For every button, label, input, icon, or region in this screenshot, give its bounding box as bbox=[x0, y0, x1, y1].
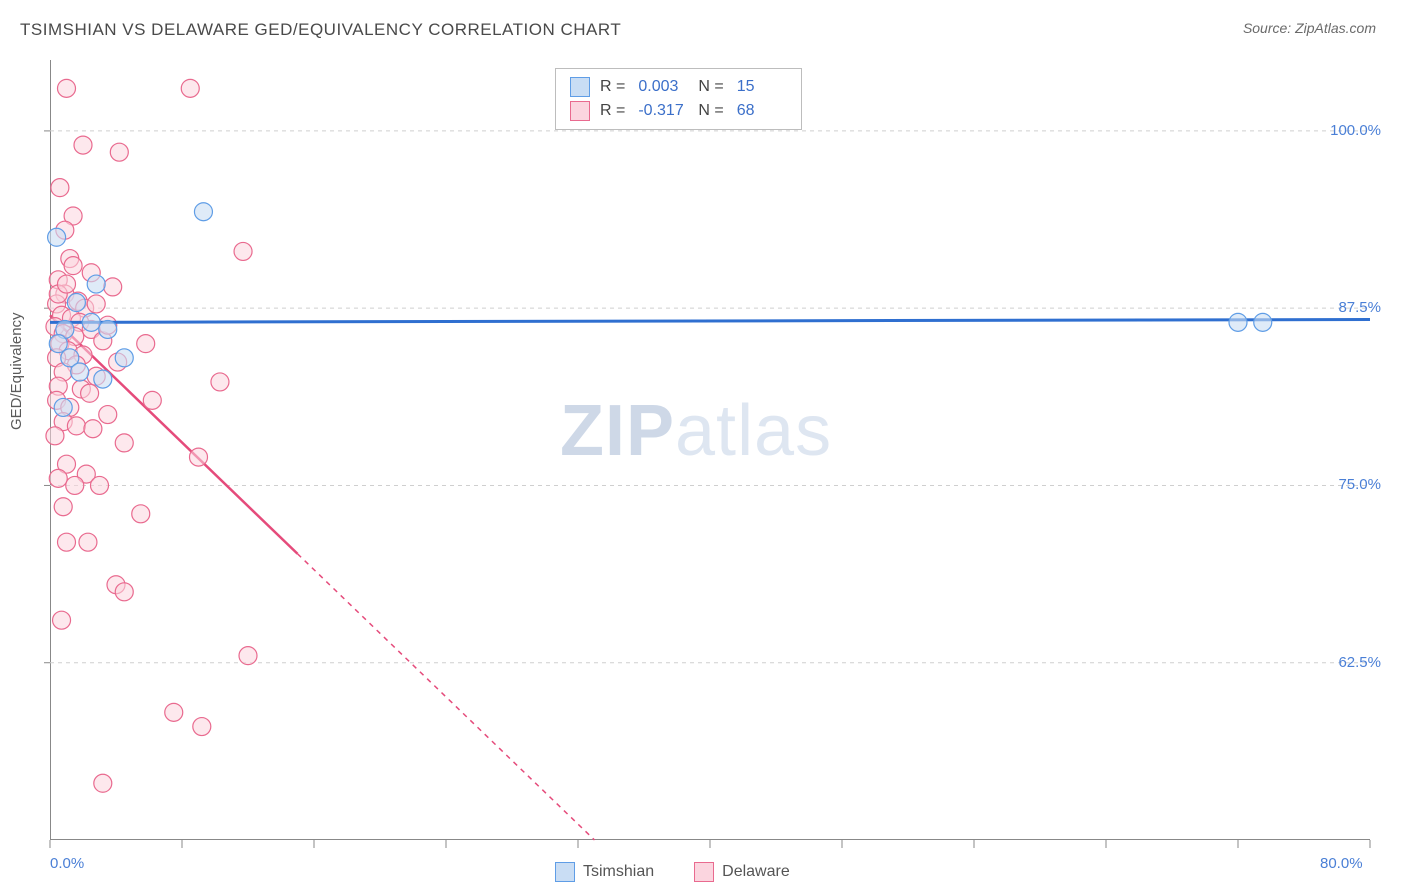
r-label: R = bbox=[600, 78, 625, 96]
legend-label: Delaware bbox=[722, 863, 790, 881]
r-value: -0.317 bbox=[638, 102, 688, 120]
x-tick-label: 80.0% bbox=[1320, 855, 1363, 872]
y-axis-label: GED/Equivalency bbox=[8, 312, 25, 430]
legend-swatch-delaware bbox=[570, 101, 590, 121]
legend-swatch-tsimshian bbox=[570, 77, 590, 97]
n-label: N = bbox=[698, 78, 723, 96]
y-tick-label: 100.0% bbox=[1330, 122, 1381, 139]
legend-swatch-tsimshian bbox=[555, 862, 575, 882]
n-label: N = bbox=[698, 102, 723, 120]
y-tick-label: 87.5% bbox=[1338, 299, 1381, 316]
x-tick-label: 0.0% bbox=[50, 855, 84, 872]
legend-label: Tsimshian bbox=[583, 863, 654, 881]
y-tick-label: 75.0% bbox=[1338, 476, 1381, 493]
n-value: 15 bbox=[737, 78, 787, 96]
source-attribution: Source: ZipAtlas.com bbox=[1243, 20, 1376, 36]
chart-title: TSIMSHIAN VS DELAWARE GED/EQUIVALENCY CO… bbox=[20, 20, 621, 40]
chart-svg bbox=[50, 60, 1370, 840]
legend-stats: R = 0.003 N = 15 R = -0.317 N = 68 bbox=[555, 68, 802, 130]
legend-stats-row-delaware: R = -0.317 N = 68 bbox=[570, 99, 787, 123]
legend-item-delaware: Delaware bbox=[694, 862, 790, 882]
y-tick-label: 62.5% bbox=[1338, 654, 1381, 671]
legend-item-tsimshian: Tsimshian bbox=[555, 862, 654, 882]
r-label: R = bbox=[600, 102, 625, 120]
legend-swatch-delaware bbox=[694, 862, 714, 882]
r-value: 0.003 bbox=[638, 78, 688, 96]
legend-stats-row-tsimshian: R = 0.003 N = 15 bbox=[570, 75, 787, 99]
n-value: 68 bbox=[737, 102, 787, 120]
legend-series: Tsimshian Delaware bbox=[555, 862, 790, 882]
